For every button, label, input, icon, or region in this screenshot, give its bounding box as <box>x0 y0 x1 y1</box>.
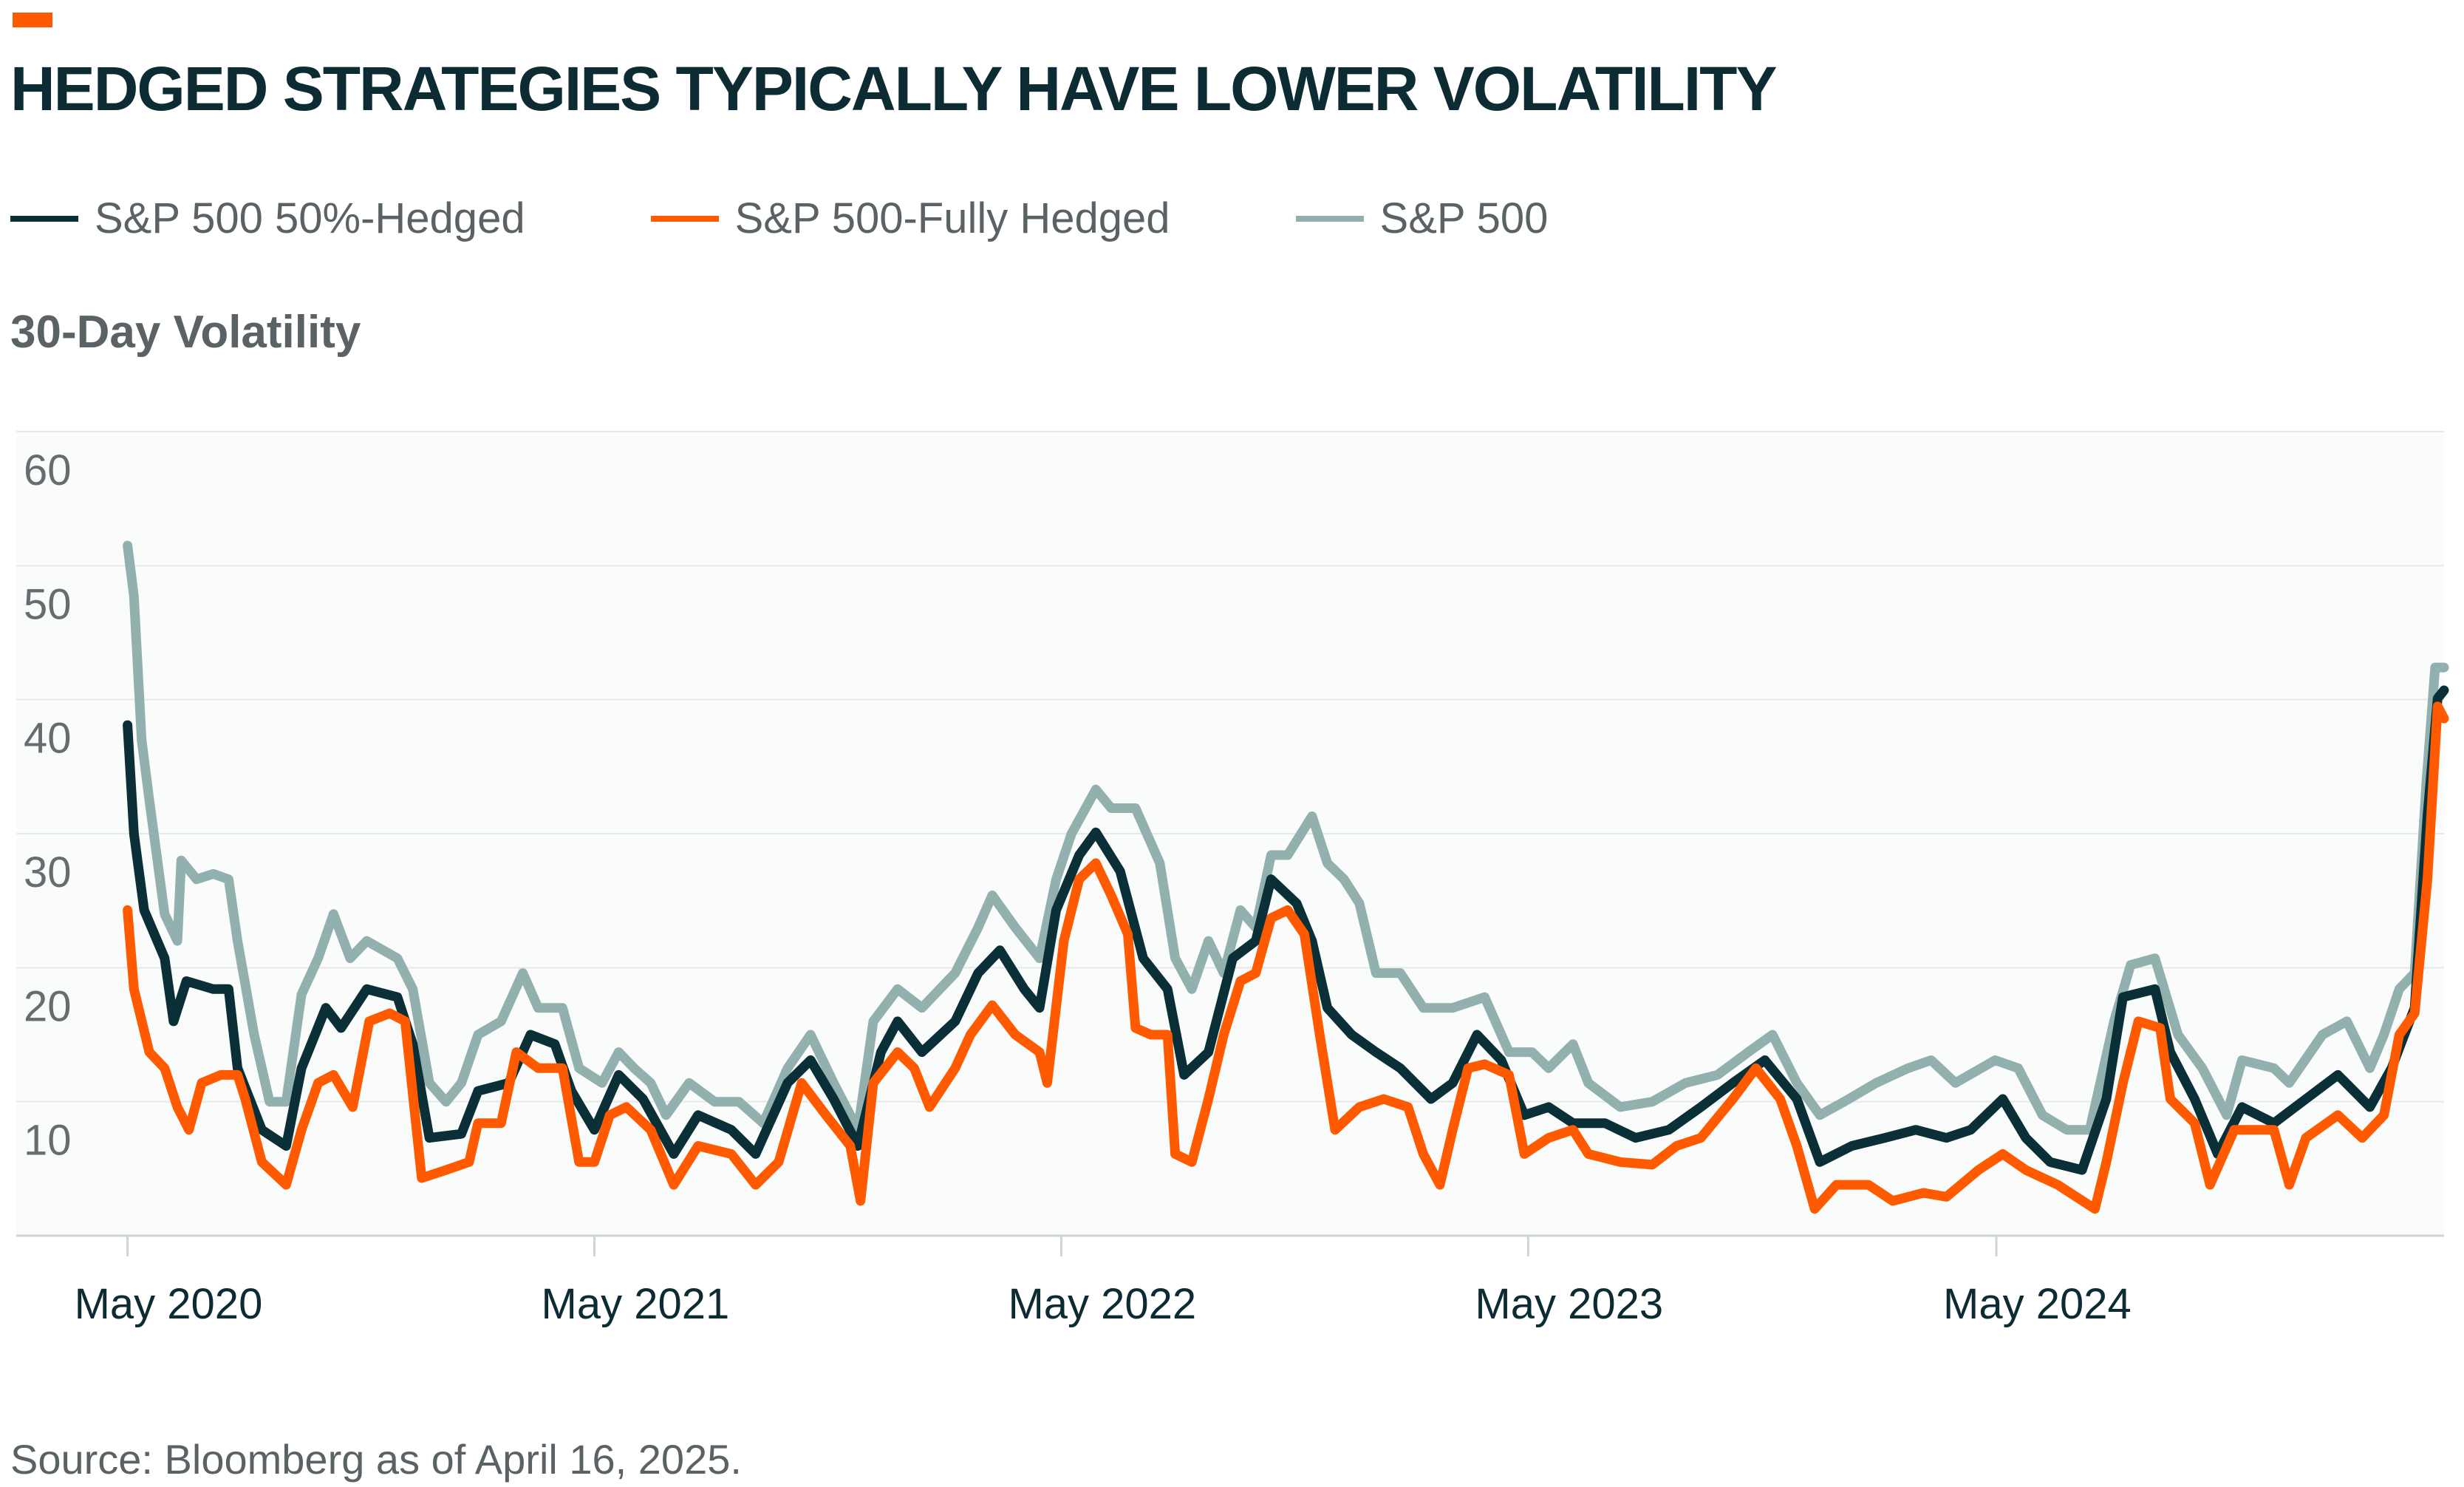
series-line-s-p-500-50-hedged <box>123 685 2449 1175</box>
legend-swatch-fully-hedged <box>650 215 719 222</box>
series-line-s-p-500-fully-hedged <box>123 701 2449 1214</box>
y-tick-labels: 10 20 30 40 50 60 <box>24 446 72 1165</box>
legend-swatch-50-hedged <box>10 215 78 222</box>
x-tick-label: May 2024 <box>1943 1280 2132 1328</box>
x-tick-labels: May 2020 May 2021 May 2022 May 2023 May 2024 <box>75 1236 2132 1328</box>
chart-title: HEDGED STRATEGIES TYPICALLY HAVE LOWER V… <box>10 54 1778 123</box>
y-axis-title: 30-Day Volatility <box>10 307 361 358</box>
legend-item-sp500: S&P 500 <box>1295 194 1549 243</box>
legend: S&P 500 50%-Hedged S&P 500-Fully Hedged … <box>10 194 1673 243</box>
series-lines <box>123 540 2449 1214</box>
y-tick-label: 50 <box>24 580 72 628</box>
x-tick-label: May 2022 <box>1008 1280 1196 1328</box>
y-tick-label: 30 <box>24 848 72 896</box>
y-tick-label: 10 <box>24 1117 72 1165</box>
x-tick-label: May 2021 <box>542 1280 730 1328</box>
x-tick-label: May 2023 <box>1475 1280 1663 1328</box>
y-tick-label: 40 <box>24 715 72 763</box>
legend-label-50-hedged: S&P 500 50%-Hedged <box>95 194 525 242</box>
series-line-s-p-500 <box>123 540 2449 1135</box>
source-note: Source: Bloomberg as of April 16, 2025. <box>10 1436 742 1483</box>
legend-swatch-sp500 <box>1295 215 1364 222</box>
legend-item-50-hedged: S&P 500 50%-Hedged <box>10 194 525 243</box>
legend-item-fully-hedged: S&P 500-Fully Hedged <box>650 194 1170 243</box>
legend-label-fully-hedged: S&P 500-Fully Hedged <box>734 194 1170 242</box>
y-tick-label: 20 <box>24 982 72 1030</box>
legend-label-sp500: S&P 500 <box>1379 194 1549 242</box>
y-tick-label: 60 <box>24 446 72 494</box>
accent-bar <box>13 13 52 27</box>
x-tick-label: May 2020 <box>75 1280 263 1328</box>
